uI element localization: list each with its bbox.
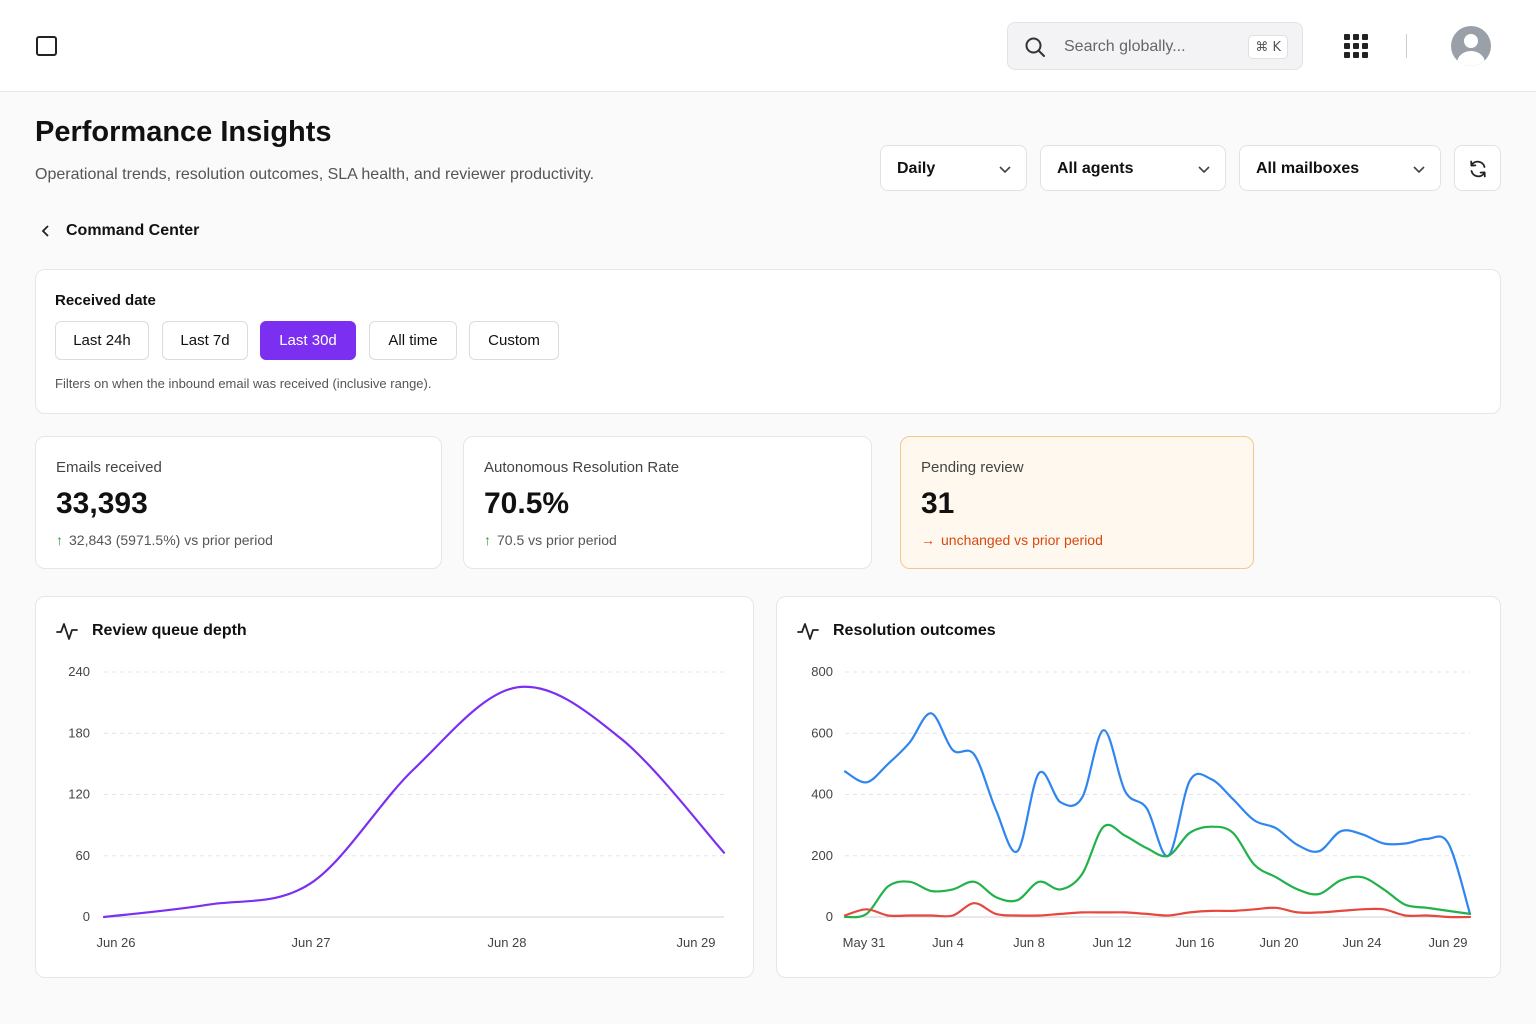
kpi-delta: ↑ 70.5 vs prior period [484, 532, 617, 548]
y-tick-label: 200 [811, 848, 833, 863]
resolution-outcomes-chart: Resolution outcomes 0 200 400 600 800 May 31 J… [776, 596, 1501, 978]
page-title: Performance Insights [35, 116, 332, 148]
x-tick-label: Jun 29 [676, 935, 715, 950]
kpi-delta: → unchanged vs prior period [921, 532, 1103, 548]
global-search[interactable]: Search globally... ⌘ K [1007, 22, 1303, 70]
range-custom-button[interactable]: Custom [469, 321, 559, 360]
y-tick-label: 120 [68, 787, 90, 802]
kpi-delta-text: 32,843 (5971.5%) vs prior period [69, 532, 273, 548]
chart-title: Resolution outcomes [833, 622, 996, 639]
kpi-value: 31 [921, 487, 955, 520]
x-tick-label: Jun 12 [1092, 935, 1131, 950]
search-icon [1025, 37, 1045, 57]
kpi-pending-review: Pending review 31 → unchanged vs prior pe… [900, 436, 1254, 569]
avatar-body [1457, 51, 1485, 66]
filter-title: Received date [55, 292, 156, 309]
kpi-label: Pending review [921, 459, 1024, 476]
chevron-down-icon [1198, 166, 1210, 174]
x-tick-label: Jun 27 [291, 935, 330, 950]
refresh-button[interactable] [1454, 145, 1501, 191]
y-tick-label: 400 [811, 787, 833, 802]
kpi-value: 70.5% [484, 487, 570, 520]
x-tick-label: Jun 24 [1342, 935, 1381, 950]
resolution-outcomes-plot: 0 200 400 600 800 May 31 Jun 4 Jun 8 Jun 12 Jun 1… [811, 664, 1472, 950]
search-shortcut-badge: ⌘ K [1248, 35, 1288, 59]
x-tick-label: Jun 26 [96, 935, 135, 950]
y-tick-label: 0 [83, 909, 90, 924]
arrow-up-icon: ↑ [56, 532, 63, 548]
top-bar: Search globally... ⌘ K [0, 0, 1536, 92]
kpi-autonomous-resolution-rate: Autonomous Resolution Rate 70.5% ↑ 70.5 v… [463, 436, 872, 569]
header-divider [1406, 34, 1407, 58]
series-line-1 [843, 823, 1472, 919]
avatar[interactable] [1451, 26, 1491, 66]
range-last-7d-button[interactable]: Last 7d [162, 321, 248, 360]
page-subtitle: Operational trends, resolution outcomes,… [35, 166, 595, 183]
arrow-right-icon: → [921, 532, 935, 548]
received-date-filter: Received date Last 24h Last 7d Last 30d … [35, 269, 1501, 414]
y-tick-label: 600 [811, 725, 833, 740]
arrow-up-icon: ↑ [484, 532, 491, 548]
granularity-select[interactable]: Daily [880, 145, 1027, 191]
series-line-2 [843, 902, 1472, 919]
chevron-down-icon [1413, 166, 1425, 174]
range-last-24h-button[interactable]: Last 24h [55, 321, 149, 360]
granularity-select-value: Daily [897, 160, 936, 177]
mailboxes-select[interactable]: All mailboxes [1239, 145, 1441, 191]
search-placeholder: Search globally... [1064, 38, 1186, 55]
review-queue-depth-chart: Review queue depth 0 60 120 180 240 Jun 26 Jun… [35, 596, 754, 978]
x-tick-label: Jun 8 [1013, 935, 1045, 950]
kpi-delta: ↑ 32,843 (5971.5%) vs prior period [56, 532, 273, 548]
review-queue-depth-plot: 0 60 120 180 240 Jun 26 Jun 27 Jun 28 Jun 29 [68, 664, 726, 950]
x-tick-label: Jun 16 [1175, 935, 1214, 950]
refresh-icon [1470, 160, 1486, 178]
chevron-left-icon [41, 225, 49, 237]
agents-select[interactable]: All agents [1040, 145, 1226, 191]
activity-icon [797, 623, 819, 640]
avatar-head [1464, 34, 1478, 48]
x-tick-label: Jun 4 [932, 935, 964, 950]
range-all-time-button[interactable]: All time [369, 321, 457, 360]
kpi-value: 33,393 [56, 487, 148, 520]
x-tick-label: Jun 29 [1428, 935, 1467, 950]
sidebar-toggle-icon[interactable] [36, 36, 57, 56]
range-last-30d-button[interactable]: Last 30d [260, 321, 356, 360]
mailboxes-select-value: All mailboxes [1256, 160, 1360, 177]
filter-hint: Filters on when the inbound email was re… [55, 376, 432, 391]
chart-title: Review queue depth [92, 622, 247, 639]
chevron-down-icon [999, 166, 1011, 174]
kpi-delta-text: unchanged vs prior period [941, 532, 1103, 548]
y-tick-label: 180 [68, 725, 90, 740]
agents-select-value: All agents [1057, 160, 1134, 177]
apps-grid-icon[interactable] [1344, 34, 1368, 58]
kpi-label: Autonomous Resolution Rate [484, 459, 680, 476]
kpi-label: Emails received [56, 459, 162, 476]
back-link-label: Command Center [66, 222, 200, 239]
kpi-emails-received: Emails received 33,393 ↑ 32,843 (5971.5%)… [35, 436, 442, 569]
kpi-delta-text: 70.5 vs prior period [497, 532, 617, 548]
y-tick-label: 240 [68, 664, 90, 679]
y-tick-label: 0 [826, 909, 833, 924]
series-line-0 [843, 712, 1472, 915]
x-tick-label: Jun 28 [487, 935, 526, 950]
x-tick-label: Jun 20 [1259, 935, 1298, 950]
x-tick-label: May 31 [843, 935, 886, 950]
series-line-0 [102, 685, 726, 919]
y-tick-label: 800 [811, 664, 833, 679]
y-tick-label: 60 [76, 848, 90, 863]
activity-icon [56, 623, 78, 640]
